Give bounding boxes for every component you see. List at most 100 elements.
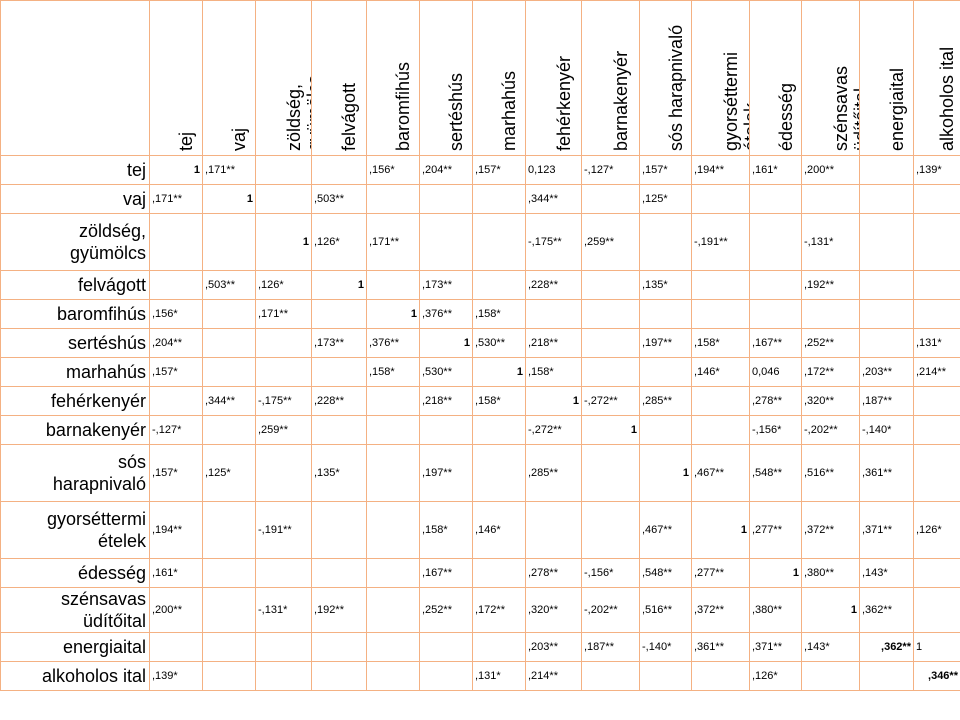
table-cell: ,376** bbox=[366, 328, 420, 358]
table-cell bbox=[913, 299, 960, 329]
table-cell: ,214** bbox=[525, 661, 582, 691]
table-cell: ,126* bbox=[255, 270, 312, 300]
table-cell: ,203** bbox=[859, 357, 914, 387]
table-cell bbox=[149, 632, 203, 662]
table-cell bbox=[202, 587, 256, 633]
table-cell bbox=[749, 270, 802, 300]
table-body: tej vaj zöldség, gyümölcs felvágott baromfih… bbox=[0, 0, 960, 691]
table-cell: ,161* bbox=[149, 558, 203, 588]
table-cell: -,156* bbox=[749, 415, 802, 445]
column-header-label: szénsavas üdítőital bbox=[830, 65, 860, 151]
table-cell bbox=[913, 184, 960, 214]
row-header: tej bbox=[0, 155, 150, 185]
column-header-label: fehérkenyér bbox=[553, 55, 574, 151]
row-header: baromfihús bbox=[0, 299, 150, 329]
table-cell: ,252** bbox=[801, 328, 860, 358]
table-cell bbox=[581, 270, 640, 300]
table-cell bbox=[859, 328, 914, 358]
table-cell bbox=[749, 184, 802, 214]
table-row: barnakenyér -,127* ,259** -,272** 1 -,156* -,2… bbox=[0, 415, 960, 445]
table-cell bbox=[913, 558, 960, 588]
table-cell bbox=[366, 661, 420, 691]
table-cell: ,158* bbox=[366, 357, 420, 387]
table-cell: ,171** bbox=[149, 184, 203, 214]
table-cell bbox=[419, 415, 473, 445]
table-cell: ,158* bbox=[419, 501, 473, 559]
table-cell bbox=[255, 661, 312, 691]
table-cell: ,146* bbox=[691, 357, 750, 387]
row-header: marhahús bbox=[0, 357, 150, 387]
table-cell: ,143* bbox=[859, 558, 914, 588]
column-header: felvágott bbox=[311, 0, 367, 156]
table-cell bbox=[311, 415, 367, 445]
table-cell bbox=[639, 661, 692, 691]
table-cell bbox=[255, 444, 312, 502]
table-cell: ,171** bbox=[255, 299, 312, 329]
table-cell: ,530** bbox=[419, 357, 473, 387]
table-cell bbox=[255, 155, 312, 185]
table-cell bbox=[255, 632, 312, 662]
table-cell: ,380** bbox=[801, 558, 860, 588]
table-cell bbox=[581, 184, 640, 214]
table-cell: -,202** bbox=[581, 587, 640, 633]
table-cell: -,131* bbox=[255, 587, 312, 633]
table-cell bbox=[311, 357, 367, 387]
table-cell: ,361** bbox=[691, 632, 750, 662]
table-cell: ,192** bbox=[311, 587, 367, 633]
table-cell: ,204** bbox=[419, 155, 473, 185]
column-header: sós harapnivaló bbox=[639, 0, 692, 156]
table-cell bbox=[749, 299, 802, 329]
table-cell: ,139* bbox=[913, 155, 960, 185]
table-cell: ,277** bbox=[691, 558, 750, 588]
row-header: alkoholos ital bbox=[0, 661, 150, 691]
table-cell bbox=[913, 444, 960, 502]
table-cell: ,203** bbox=[525, 632, 582, 662]
diagonal-cell: 1 bbox=[581, 415, 640, 445]
column-header: gyorséttermi ételek bbox=[691, 0, 750, 156]
table-cell: ,187** bbox=[859, 386, 914, 416]
row-header: barnakenyér bbox=[0, 415, 150, 445]
table-cell bbox=[366, 386, 420, 416]
table-row: tej 1,171** ,156* ,204** ,157* 0,123 -,127* ,15… bbox=[0, 155, 960, 185]
table-cell bbox=[202, 357, 256, 387]
table-cell: ,172** bbox=[472, 587, 526, 633]
table-cell: ,218** bbox=[525, 328, 582, 358]
table-cell bbox=[639, 357, 692, 387]
table-cell bbox=[913, 386, 960, 416]
table-cell: -,156* bbox=[581, 558, 640, 588]
column-header-label: alkoholos ital bbox=[937, 46, 957, 151]
table-cell bbox=[202, 632, 256, 662]
column-header-label: sertéshús bbox=[446, 72, 466, 151]
table-cell: ,171** bbox=[366, 213, 420, 271]
table-cell: ,503** bbox=[311, 184, 367, 214]
column-header-label: gyorséttermi ételek bbox=[720, 51, 750, 151]
table-cell bbox=[311, 558, 367, 588]
table-cell bbox=[472, 213, 526, 271]
column-header-label: zöldség, gyümölcs bbox=[283, 74, 312, 151]
table-cell bbox=[472, 184, 526, 214]
column-header: szénsavas üdítőital bbox=[801, 0, 860, 156]
table-cell bbox=[255, 328, 312, 358]
table-cell: ,228** bbox=[311, 386, 367, 416]
diagonal-cell: ,362** bbox=[859, 632, 914, 662]
table-cell bbox=[913, 213, 960, 271]
table-cell: ,157* bbox=[639, 155, 692, 185]
column-header: vaj bbox=[202, 0, 256, 156]
table-cell: ,126* bbox=[913, 501, 960, 559]
diagonal-cell: 1 bbox=[472, 357, 526, 387]
table-cell bbox=[691, 184, 750, 214]
table-cell: ,530** bbox=[472, 328, 526, 358]
table-cell bbox=[472, 415, 526, 445]
table-cell: ,135* bbox=[639, 270, 692, 300]
row-header: sertéshús bbox=[0, 328, 150, 358]
table-cell: ,146* bbox=[472, 501, 526, 559]
table-cell bbox=[366, 184, 420, 214]
table-row: gyorséttermi ételek ,194** -,191** ,158* ,14… bbox=[0, 501, 960, 559]
table-cell: ,126* bbox=[311, 213, 367, 271]
table-cell: -,191** bbox=[691, 213, 750, 271]
table-cell: ,197** bbox=[639, 328, 692, 358]
diagonal-cell: 1 bbox=[202, 184, 256, 214]
table-cell: ,376** bbox=[419, 299, 473, 329]
table-cell: ,371** bbox=[749, 632, 802, 662]
table-cell: ,344** bbox=[202, 386, 256, 416]
